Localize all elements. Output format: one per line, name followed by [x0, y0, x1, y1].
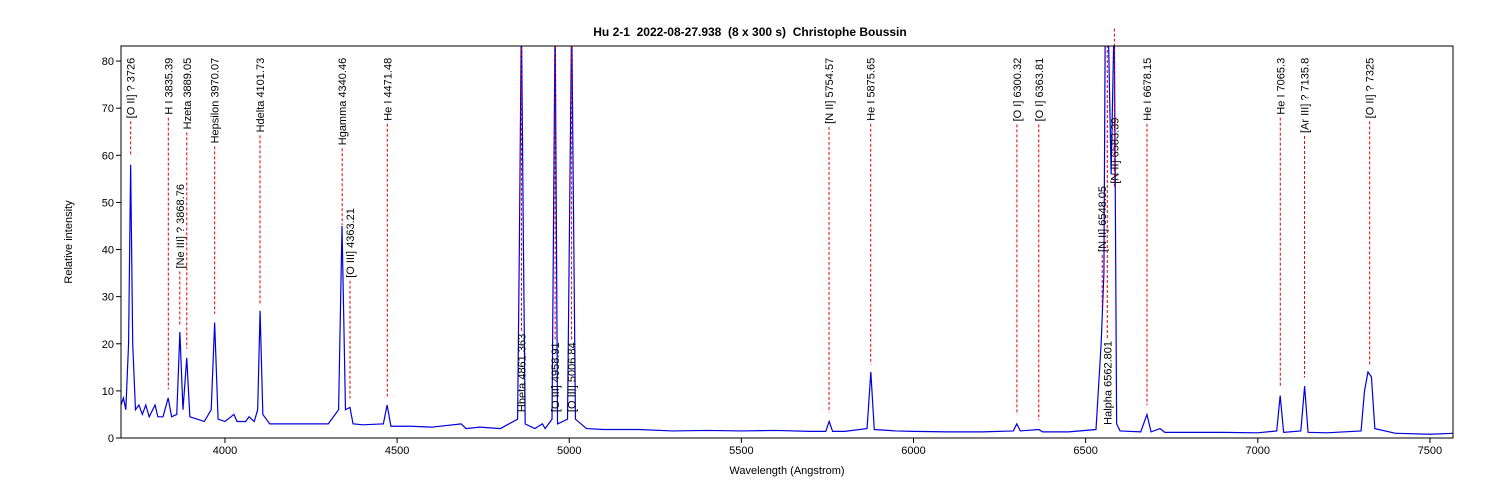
line-label: [Ar III] ? 7135.8: [1300, 58, 1312, 133]
x-tick-label: 6500: [1073, 445, 1097, 457]
y-tick-label: 10: [102, 386, 114, 398]
line-label: [O II] ? 3726: [126, 58, 138, 119]
line-label: Hzeta 3889.05: [182, 58, 194, 130]
line-label: [O II] ? 7325: [1365, 58, 1377, 119]
line-label: H I 3835.39: [163, 58, 175, 115]
y-tick-label: 80: [102, 56, 114, 68]
line-label: He I 5875.65: [866, 58, 878, 121]
plot-frame: [120, 45, 1454, 439]
x-tick-label: 7000: [1246, 445, 1270, 457]
line-label: [O I] 6300.32: [1012, 58, 1024, 122]
y-tick-label: 50: [102, 197, 114, 209]
line-label: [O III] 4958.91: [550, 342, 562, 412]
line-label: Halpha 6562.801: [1102, 341, 1114, 425]
line-label: [N II] 6583.39: [1109, 118, 1121, 184]
line-label: He I 6678.15: [1142, 58, 1154, 121]
line-label: He I 4471.48: [382, 58, 394, 121]
line-label: [Ne III] ? 3868.76: [175, 184, 187, 268]
y-tick-label: 60: [102, 150, 114, 162]
x-tick-label: 4500: [385, 445, 409, 457]
x-tick-label: 5000: [557, 445, 581, 457]
line-label: Hepsilon 3970.07: [210, 58, 222, 144]
plot-area: [121, 46, 1453, 435]
line-label: [O III] 4363.21: [345, 208, 357, 278]
y-tick-label: 20: [102, 339, 114, 351]
spectrum-line: [121, 46, 1453, 435]
line-label: [N II] 6548.05: [1097, 186, 1109, 252]
line-label: [O III] 5006.84: [567, 342, 579, 412]
line-label: Hbeta 4861.363: [517, 334, 529, 412]
x-tick-label: 5500: [729, 445, 753, 457]
chart-title: Hu 2-1 2022-08-27.938 (8 x 300 s) Christ…: [593, 25, 906, 39]
y-tick-label: 0: [108, 433, 114, 445]
line-label: [N II] 5754.57: [824, 58, 836, 124]
line-label: [O I] 6363.81: [1034, 58, 1046, 122]
y-axis-label: Relative intensity: [63, 200, 75, 284]
x-axis-label: Wavelength (Angstrom): [729, 465, 844, 477]
x-tick-label: 7500: [1418, 445, 1442, 457]
y-tick-label: 40: [102, 245, 114, 257]
y-tick-label: 70: [102, 103, 114, 115]
line-label: Hdelta 4101.73: [255, 58, 267, 133]
x-tick-label: 4000: [213, 445, 237, 457]
y-tick-label: 30: [102, 292, 114, 304]
x-tick-label: 6000: [901, 445, 925, 457]
line-label: He I 7065.3: [1275, 58, 1287, 115]
line-label: Hgamma 4340.46: [337, 58, 349, 145]
